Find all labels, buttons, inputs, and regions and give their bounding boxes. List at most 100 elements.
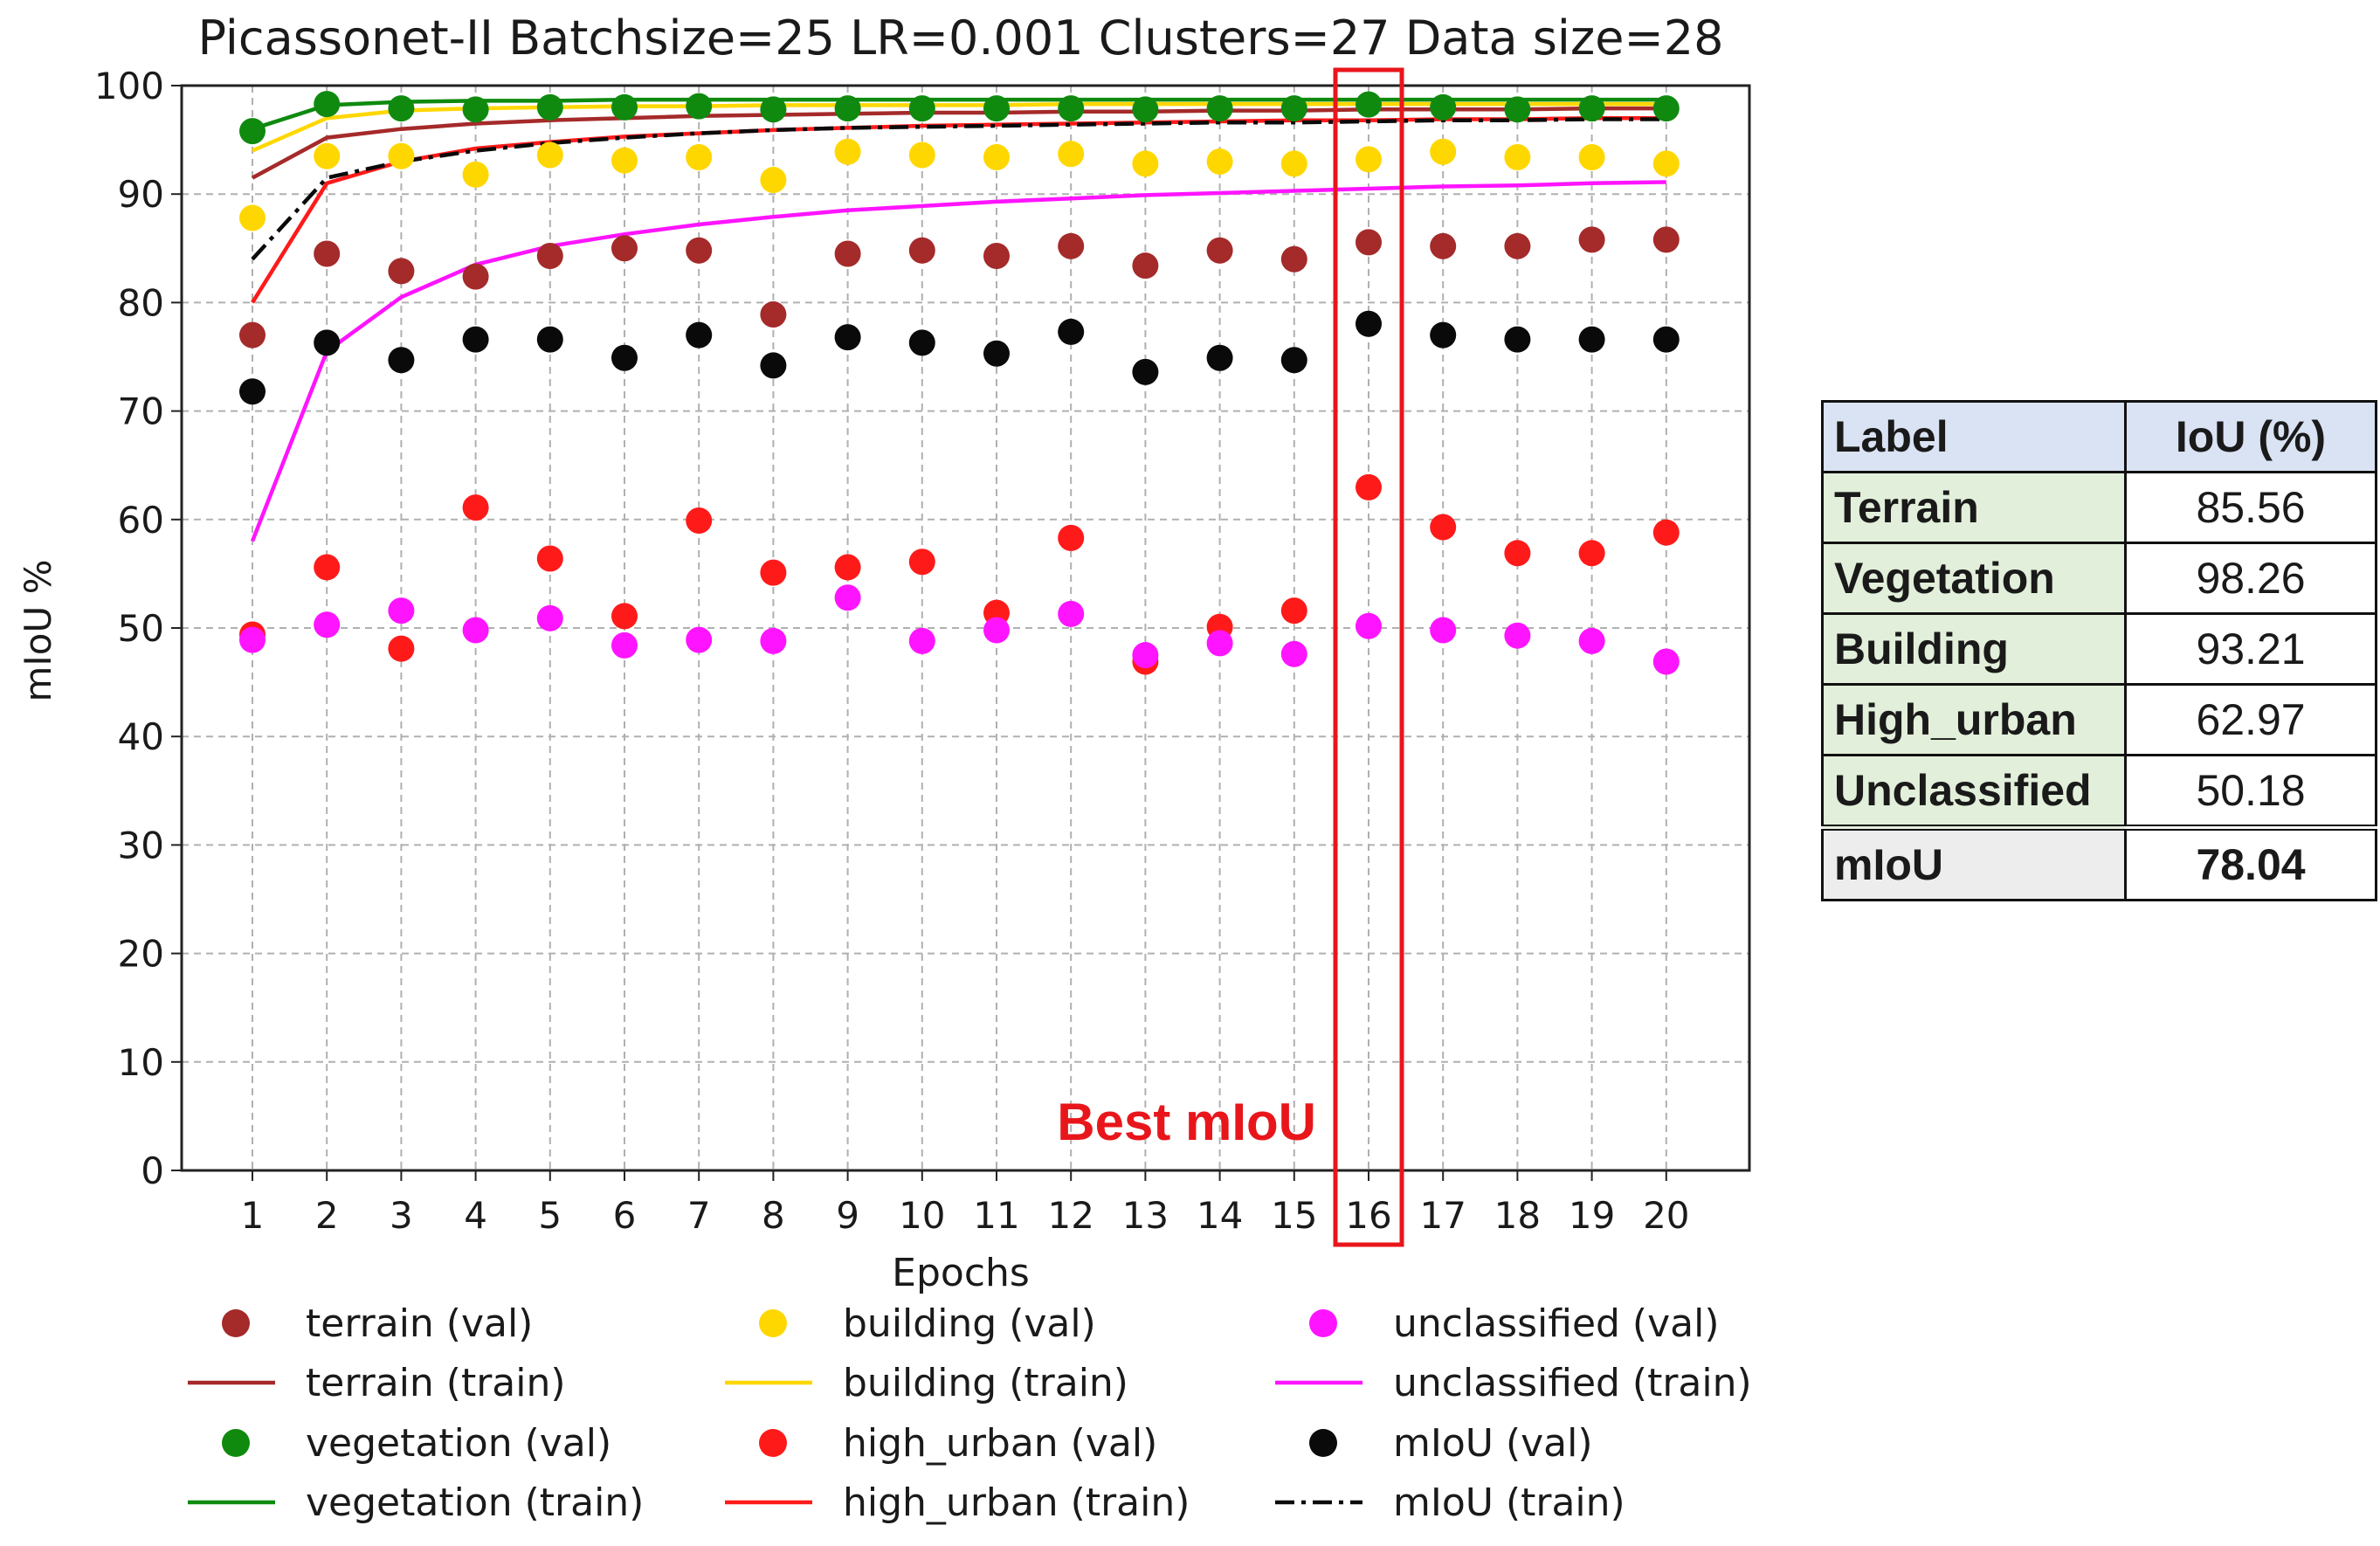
point-terrain-val xyxy=(1280,245,1307,273)
point-high-urban-val xyxy=(760,559,787,586)
row-value: 50.18 xyxy=(2124,754,2377,829)
point-building-val xyxy=(536,141,563,169)
point-miou-val xyxy=(983,340,1010,367)
point-terrain-val xyxy=(1356,229,1382,256)
point-high-urban-val xyxy=(314,554,341,581)
point-terrain-val xyxy=(462,263,489,290)
table-row: Vegetation 98.26 xyxy=(1821,542,2377,615)
point-unclassified-val xyxy=(983,617,1010,644)
point-terrain-val xyxy=(983,242,1010,269)
point-vegetation-val xyxy=(388,95,415,122)
legend-marker-terrain-val xyxy=(222,1309,250,1337)
point-vegetation-val xyxy=(239,118,266,145)
best-miou-annotation: Best mIoU xyxy=(1057,1093,1316,1151)
point-unclassified-val xyxy=(1206,630,1233,657)
x-tick-label: 2 xyxy=(315,1194,339,1237)
point-terrain-val xyxy=(760,301,787,328)
legend-label-miou-val: mIoU (val) xyxy=(1393,1421,1593,1466)
series-line-miou-train xyxy=(251,117,1666,261)
x-tick-label: 7 xyxy=(687,1194,711,1237)
x-tick-label: 12 xyxy=(1047,1194,1093,1237)
point-vegetation-val xyxy=(1652,95,1680,122)
point-miou-val xyxy=(760,352,787,379)
point-miou-val xyxy=(611,344,638,371)
legend-label-vegetation-val: vegetation (val) xyxy=(306,1421,611,1466)
point-unclassified-val xyxy=(388,597,415,625)
best-epoch-highlight: Best mIoU xyxy=(1057,67,1404,1247)
point-unclassified-val xyxy=(239,626,266,653)
point-terrain-val xyxy=(1430,232,1457,259)
legend-marker-high-urban-val xyxy=(759,1429,787,1457)
point-building-val xyxy=(1356,146,1382,173)
table-row: Terrain 85.56 xyxy=(1821,471,2377,544)
point-vegetation-val xyxy=(686,93,713,120)
point-miou-val xyxy=(1280,347,1307,374)
row-value: 93.21 xyxy=(2124,612,2377,686)
legend-label-terrain-train: terrain (train) xyxy=(306,1361,566,1405)
legend-marker-miou-val xyxy=(1309,1429,1337,1457)
point-building-val xyxy=(462,161,489,188)
point-building-val xyxy=(760,167,787,194)
y-tick-label: 20 xyxy=(118,933,164,976)
row-label: Unclassified xyxy=(1821,754,2127,829)
chart-title: Picassonet-II Batchsize=25 LR=0.001 Clus… xyxy=(198,10,1724,66)
x-tick-label: 11 xyxy=(973,1194,1019,1237)
point-vegetation-val xyxy=(1578,95,1605,122)
point-high-urban-val xyxy=(388,635,415,662)
legend-label-high-urban-train: high_urban (train) xyxy=(843,1480,1190,1525)
point-building-val xyxy=(1504,143,1531,170)
point-unclassified-val xyxy=(1652,648,1680,675)
point-vegetation-val xyxy=(462,96,489,123)
y-axis-label: mIoU % xyxy=(17,560,59,702)
point-miou-val xyxy=(834,324,861,351)
point-terrain-val xyxy=(536,242,563,269)
x-tick-label: 16 xyxy=(1345,1194,1391,1237)
row-value: 85.56 xyxy=(2124,471,2377,544)
x-tick-label: 8 xyxy=(762,1194,785,1237)
x-tick-label: 17 xyxy=(1419,1194,1466,1237)
point-miou-val xyxy=(1132,358,1159,385)
val-points xyxy=(239,91,1680,675)
point-terrain-val xyxy=(1652,226,1680,253)
point-building-val xyxy=(1058,141,1085,168)
row-value: 98.26 xyxy=(2124,542,2377,615)
legend-label-building-train: building (train) xyxy=(843,1361,1128,1405)
point-miou-val xyxy=(908,329,935,356)
point-vegetation-val xyxy=(1058,95,1085,122)
point-vegetation-val xyxy=(536,93,563,121)
point-miou-val xyxy=(1652,326,1680,353)
point-building-val xyxy=(388,142,415,169)
point-terrain-val xyxy=(908,237,935,264)
point-vegetation-val xyxy=(314,91,341,118)
point-vegetation-val xyxy=(611,93,638,121)
x-tick-label: 4 xyxy=(464,1194,487,1237)
legend-label-unclassified-val: unclassified (val) xyxy=(1393,1301,1719,1346)
point-vegetation-val xyxy=(1280,95,1307,122)
point-miou-val xyxy=(388,347,415,374)
row-label: Terrain xyxy=(1821,471,2127,544)
point-high-urban-val xyxy=(1280,597,1307,625)
x-tick-label: 20 xyxy=(1643,1194,1689,1237)
point-building-val xyxy=(1578,143,1605,170)
y-tick-label: 40 xyxy=(118,715,164,758)
x-tick-label: 3 xyxy=(390,1194,413,1237)
point-building-val xyxy=(908,141,935,169)
point-unclassified-val xyxy=(1058,600,1085,627)
point-vegetation-val xyxy=(1206,95,1233,122)
point-terrain-val xyxy=(239,321,266,349)
legend-marker-unclassified-val xyxy=(1309,1309,1337,1337)
point-terrain-val xyxy=(1578,226,1605,253)
y-tick-label: 90 xyxy=(118,173,164,216)
row-label: Building xyxy=(1821,612,2127,686)
table-row: High_urban 62.97 xyxy=(1821,683,2377,756)
iou-table: Label IoU (%) Terrain 85.56 Vegetation 9… xyxy=(1821,400,2377,901)
summary-label: mIoU xyxy=(1821,825,2127,901)
point-vegetation-val xyxy=(834,95,861,122)
point-miou-val xyxy=(536,326,563,353)
legend-label-vegetation-train: vegetation (train) xyxy=(306,1480,644,1525)
header-iou: IoU (%) xyxy=(2124,400,2377,473)
point-terrain-val xyxy=(686,237,713,264)
point-unclassified-val xyxy=(1504,622,1531,649)
point-building-val xyxy=(1280,150,1307,177)
